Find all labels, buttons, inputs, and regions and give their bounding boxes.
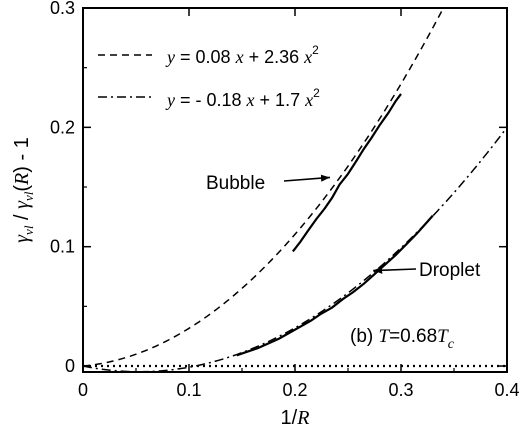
y-axis-label: γvl / γvl(R) - 1 bbox=[11, 137, 36, 243]
y-tick-label: 0.1 bbox=[50, 237, 75, 257]
series-droplet-line bbox=[236, 214, 434, 357]
data-series bbox=[236, 93, 434, 357]
annotation-droplet-label: Droplet bbox=[419, 260, 481, 281]
series-bubble-line bbox=[292, 93, 402, 253]
panel-label: (b) T=0.68Tc bbox=[350, 326, 455, 352]
x-axis-ticks: 0 0.1 0.2 0.3 0.4 bbox=[78, 8, 520, 400]
annotation-bubble-arrow bbox=[283, 174, 331, 182]
legend: y = 0.08 x + 2.36 x2 y = - 0.18 x + 1.7 … bbox=[98, 43, 320, 110]
y-tick-label: 0.3 bbox=[50, 0, 75, 18]
annotation-bubble-label: Bubble bbox=[206, 173, 265, 194]
x-tick-label: 0.1 bbox=[176, 380, 201, 400]
x-tick-label: 0.3 bbox=[388, 380, 413, 400]
legend-entry-dashed: y = 0.08 x + 2.36 x2 bbox=[165, 43, 319, 67]
y-tick-label: 0.2 bbox=[50, 117, 75, 137]
x-axis-label: 1/R bbox=[281, 407, 310, 429]
legend-entry-dashdot: y = - 0.18 x + 1.7 x2 bbox=[165, 86, 320, 110]
annotation-droplet-arrow bbox=[373, 266, 417, 274]
annotation-bubble: Bubble bbox=[206, 173, 331, 194]
x-tick-label: 0 bbox=[78, 380, 88, 400]
x-tick-label: 0.4 bbox=[494, 380, 519, 400]
annotation-droplet: Droplet bbox=[373, 260, 481, 281]
x-tick-label: 0.2 bbox=[282, 380, 307, 400]
y-tick-label: 0 bbox=[65, 356, 75, 376]
fit-curve-dashed bbox=[83, 8, 445, 367]
y-axis-ticks: 0 0.1 0.2 0.3 bbox=[50, 0, 507, 376]
